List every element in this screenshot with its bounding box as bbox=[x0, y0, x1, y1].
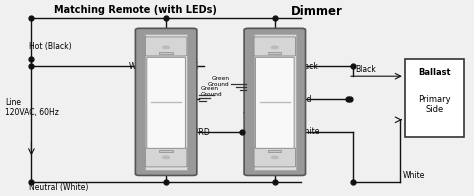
Text: Hot (Black): Hot (Black) bbox=[29, 42, 72, 51]
Text: Dimmer: Dimmer bbox=[292, 5, 343, 18]
Text: Neutral (White): Neutral (White) bbox=[29, 183, 89, 192]
Bar bbox=[159, 52, 173, 54]
Text: White: White bbox=[298, 127, 320, 136]
Text: WH: WH bbox=[129, 62, 143, 71]
FancyBboxPatch shape bbox=[147, 57, 185, 148]
Bar bbox=[254, 34, 296, 170]
FancyBboxPatch shape bbox=[254, 148, 296, 167]
Circle shape bbox=[271, 46, 279, 49]
Bar bbox=[405, 59, 464, 137]
Text: White: White bbox=[402, 171, 425, 180]
Text: Black: Black bbox=[298, 62, 318, 71]
Text: YL/RD: YL/RD bbox=[188, 127, 211, 136]
Circle shape bbox=[162, 46, 170, 49]
FancyBboxPatch shape bbox=[136, 28, 197, 175]
Bar bbox=[268, 150, 282, 152]
Text: Primary
Side: Primary Side bbox=[418, 94, 451, 114]
Circle shape bbox=[271, 156, 279, 159]
FancyBboxPatch shape bbox=[244, 28, 306, 175]
Text: Yellow/
Red: Yellow/ Red bbox=[243, 112, 269, 131]
Text: Line
120VAC, 60Hz: Line 120VAC, 60Hz bbox=[5, 98, 59, 117]
FancyBboxPatch shape bbox=[146, 37, 187, 56]
FancyBboxPatch shape bbox=[255, 57, 294, 148]
Text: Ballast: Ballast bbox=[418, 68, 451, 77]
Bar bbox=[268, 52, 282, 54]
FancyBboxPatch shape bbox=[146, 148, 187, 167]
Circle shape bbox=[162, 156, 170, 159]
Bar bbox=[145, 34, 187, 170]
Text: Green
Ground: Green Ground bbox=[208, 76, 229, 87]
Text: Matching Remote (with LEDs): Matching Remote (with LEDs) bbox=[54, 5, 217, 15]
Text: Red: Red bbox=[298, 95, 312, 104]
Text: BK: BK bbox=[188, 62, 199, 71]
FancyBboxPatch shape bbox=[254, 37, 296, 56]
Text: Green
Ground: Green Ground bbox=[200, 86, 222, 97]
Text: Black: Black bbox=[355, 65, 376, 74]
Bar bbox=[159, 150, 173, 152]
